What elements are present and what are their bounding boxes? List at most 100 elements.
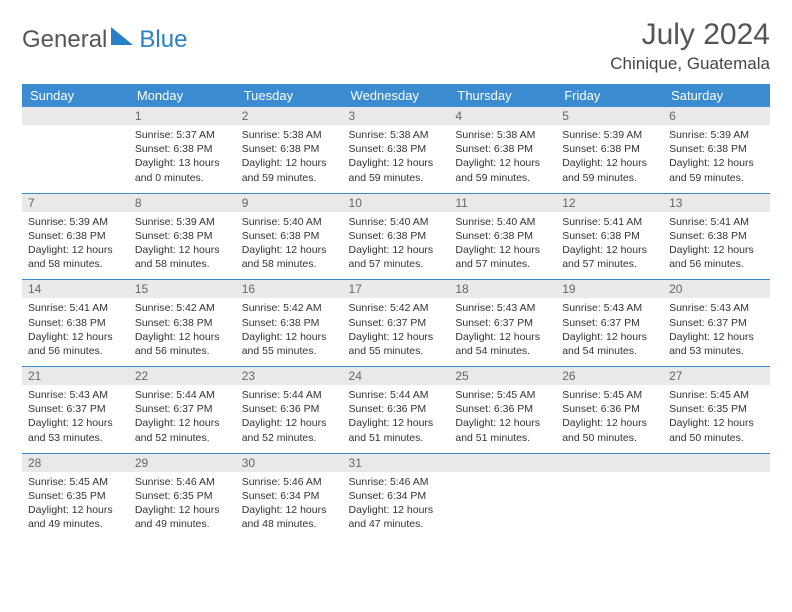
day-number-cell: 30 (236, 453, 343, 472)
sunrise-value: 5:42 AM (283, 302, 322, 314)
sunset-label: Sunset: (349, 403, 388, 415)
daylight-label: Daylight: (28, 331, 72, 343)
day-number-cell: 3 (343, 107, 450, 125)
sunrise-label: Sunrise: (135, 389, 176, 401)
day-info-cell: Sunrise: 5:41 AMSunset: 6:38 PMDaylight:… (663, 212, 770, 280)
sunrise-label: Sunrise: (135, 129, 176, 141)
sunset-value: 6:37 PM (708, 317, 747, 329)
day-number-cell (22, 107, 129, 125)
daylight-label: Daylight: (455, 331, 499, 343)
sunset-value: 6:38 PM (173, 317, 212, 329)
day-info-cell: Sunrise: 5:45 AMSunset: 6:35 PMDaylight:… (22, 472, 129, 540)
sunset-value: 6:38 PM (494, 143, 533, 155)
sunset-value: 6:36 PM (494, 403, 533, 415)
daylight-label: Daylight: (349, 504, 393, 516)
sunrise-value: 5:43 AM (604, 302, 643, 314)
dow-cell: Thursday (449, 84, 556, 107)
daylight-label: Daylight: (669, 157, 713, 169)
dow-cell: Wednesday (343, 84, 450, 107)
day-info-cell: Sunrise: 5:46 AMSunset: 6:34 PMDaylight:… (236, 472, 343, 540)
day-number-cell: 31 (343, 453, 450, 472)
daylight-label: Daylight: (28, 504, 72, 516)
sunrise-value: 5:46 AM (390, 476, 429, 488)
daylight-label: Daylight: (242, 157, 286, 169)
dow-cell: Sunday (22, 84, 129, 107)
sunrise-label: Sunrise: (349, 302, 390, 314)
sunrise-label: Sunrise: (135, 216, 176, 228)
sunset-label: Sunset: (669, 317, 708, 329)
info-row: Sunrise: 5:41 AMSunset: 6:38 PMDaylight:… (22, 298, 770, 366)
day-number-cell: 8 (129, 193, 236, 212)
sunrise-value: 5:45 AM (497, 389, 536, 401)
day-number-cell: 25 (449, 367, 556, 386)
sunrise-label: Sunrise: (562, 302, 603, 314)
sunrise-label: Sunrise: (562, 129, 603, 141)
sunrise-value: 5:38 AM (283, 129, 322, 141)
sunset-label: Sunset: (349, 143, 388, 155)
info-row: Sunrise: 5:45 AMSunset: 6:35 PMDaylight:… (22, 472, 770, 540)
daynum-row: 14151617181920 (22, 280, 770, 299)
sunset-label: Sunset: (242, 490, 281, 502)
sunrise-label: Sunrise: (455, 216, 496, 228)
dow-cell: Tuesday (236, 84, 343, 107)
sunrise-value: 5:44 AM (176, 389, 215, 401)
day-number-cell: 4 (449, 107, 556, 125)
day-info-cell: Sunrise: 5:45 AMSunset: 6:36 PMDaylight:… (449, 385, 556, 453)
day-info-cell: Sunrise: 5:38 AMSunset: 6:38 PMDaylight:… (343, 125, 450, 193)
day-number-cell: 12 (556, 193, 663, 212)
sunrise-label: Sunrise: (28, 216, 69, 228)
sunset-value: 6:38 PM (708, 230, 747, 242)
title-block: July 2024 Chinique, Guatemala (610, 18, 770, 74)
day-number-cell: 20 (663, 280, 770, 299)
sunrise-value: 5:39 AM (604, 129, 643, 141)
sunset-value: 6:38 PM (173, 230, 212, 242)
daylight-label: Daylight: (242, 244, 286, 256)
day-info-cell: Sunrise: 5:44 AMSunset: 6:36 PMDaylight:… (343, 385, 450, 453)
sunrise-label: Sunrise: (28, 302, 69, 314)
sunset-label: Sunset: (28, 490, 67, 502)
info-row: Sunrise: 5:43 AMSunset: 6:37 PMDaylight:… (22, 385, 770, 453)
sunset-label: Sunset: (242, 143, 281, 155)
day-info-cell: Sunrise: 5:43 AMSunset: 6:37 PMDaylight:… (663, 298, 770, 366)
day-info-cell: Sunrise: 5:40 AMSunset: 6:38 PMDaylight:… (236, 212, 343, 280)
sunset-label: Sunset: (135, 230, 174, 242)
sunrise-value: 5:43 AM (711, 302, 750, 314)
daynum-row: 21222324252627 (22, 367, 770, 386)
sunrise-value: 5:41 AM (604, 216, 643, 228)
sunset-label: Sunset: (135, 490, 174, 502)
day-info-cell: Sunrise: 5:42 AMSunset: 6:37 PMDaylight:… (343, 298, 450, 366)
logo-text-blue: Blue (139, 26, 187, 54)
daylight-label: Daylight: (562, 244, 606, 256)
day-info-cell: Sunrise: 5:37 AMSunset: 6:38 PMDaylight:… (129, 125, 236, 193)
daylight-label: Daylight: (349, 157, 393, 169)
sunset-value: 6:36 PM (601, 403, 640, 415)
sunrise-value: 5:45 AM (711, 389, 750, 401)
day-number-cell: 6 (663, 107, 770, 125)
sunset-value: 6:38 PM (601, 143, 640, 155)
sunset-label: Sunset: (242, 403, 281, 415)
sunset-value: 6:37 PM (494, 317, 533, 329)
sunset-value: 6:34 PM (280, 490, 319, 502)
daylight-label: Daylight: (242, 331, 286, 343)
day-info-cell: Sunrise: 5:39 AMSunset: 6:38 PMDaylight:… (22, 212, 129, 280)
sunrise-value: 5:37 AM (176, 129, 215, 141)
sunset-label: Sunset: (669, 403, 708, 415)
sunrise-value: 5:46 AM (283, 476, 322, 488)
daylight-label: Daylight: (28, 417, 72, 429)
sunset-label: Sunset: (135, 403, 174, 415)
sunrise-value: 5:41 AM (711, 216, 750, 228)
day-number-cell: 10 (343, 193, 450, 212)
day-number-cell: 16 (236, 280, 343, 299)
sunrise-label: Sunrise: (455, 129, 496, 141)
sunrise-value: 5:38 AM (390, 129, 429, 141)
day-info-cell: Sunrise: 5:39 AMSunset: 6:38 PMDaylight:… (129, 212, 236, 280)
sunset-label: Sunset: (28, 317, 67, 329)
sunrise-label: Sunrise: (242, 476, 283, 488)
sunset-value: 6:38 PM (280, 230, 319, 242)
day-info-cell: Sunrise: 5:41 AMSunset: 6:38 PMDaylight:… (556, 212, 663, 280)
header: General Blue July 2024 Chinique, Guatema… (22, 18, 770, 74)
sunrise-value: 5:39 AM (711, 129, 750, 141)
day-info-cell: Sunrise: 5:39 AMSunset: 6:38 PMDaylight:… (556, 125, 663, 193)
sunset-value: 6:37 PM (601, 317, 640, 329)
daylight-label: Daylight: (562, 331, 606, 343)
